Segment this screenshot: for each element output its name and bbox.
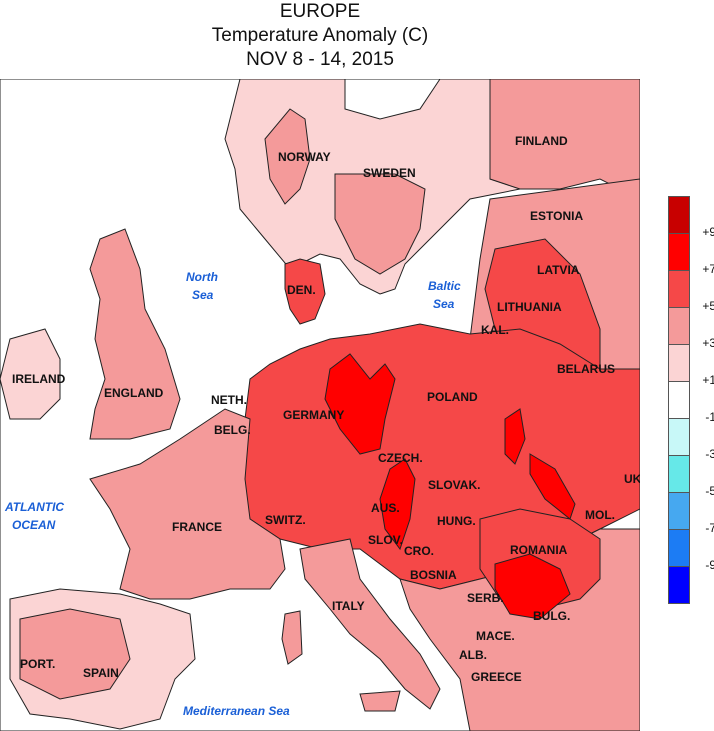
italy-landmass [299,538,441,710]
legend-tick-label: +1 [702,373,714,387]
label-england: ENGLAND [104,386,164,400]
sea-label-north-2: Sea [192,288,214,302]
legend-swatch [668,196,690,233]
legend-swatch [668,455,690,492]
label-czech: CZECH. [378,451,423,465]
legend-tick-label: -1 [705,410,714,424]
legend-swatch [668,492,690,529]
norway-anomaly-region [264,108,311,205]
legend-tick-label: +5 [702,299,714,313]
label-bosnia: BOSNIA [410,568,457,582]
label-france: FRANCE [172,520,222,534]
legend-swatch [668,381,690,418]
austria-hot-region [379,458,416,551]
map-date-range: NOV 8 - 14, 2015 [246,49,394,70]
legend-color-bar [668,196,690,604]
finland-landmass [489,79,640,200]
legend-tick-label: -5 [705,484,714,498]
label-romania: ROMANIA [510,543,568,557]
label-neth: NETH. [211,393,247,407]
label-switz: SWITZ. [265,513,306,527]
great-britain-landmass [89,228,181,440]
label-belg: BELG. [214,423,251,437]
label-cro: CRO. [404,544,434,558]
label-alb: ALB. [459,648,487,662]
sea-label-atlantic-2: OCEAN [12,518,56,532]
bulgaria-hot-region [494,553,571,620]
legend-swatch [668,270,690,307]
legend-tick-label: -3 [705,447,714,461]
denmark-landmass [284,258,326,325]
sea-label-atlantic-1: ATLANTIC [4,500,64,514]
label-greece: GREECE [471,670,522,684]
label-slovak: SLOVAK. [428,478,480,492]
label-mace: MACE. [476,629,515,643]
label-mol: MOL. [585,508,615,522]
label-serb: SERB. [467,591,504,605]
label-aus: AUS. [371,501,400,515]
legend-swatch [668,233,690,270]
legend-tick-label: +9 [702,225,714,239]
legend-tick-label: -9 [705,558,714,572]
label-germany: GERMANY [283,408,344,422]
map-variable-title: Temperature Anomaly (C) [211,25,429,46]
label-poland: POLAND [427,390,478,404]
label-lithuania: LITHUANIA [497,300,562,314]
label-kal: KAL. [481,323,509,337]
sardinia [281,610,303,665]
temperature-anomaly-map: FINLAND NORWAY SWEDEN ESTONIA LATVIA LIT… [0,79,640,731]
iberia-warm-region [19,608,131,700]
label-italy: ITALY [332,599,365,613]
sea-label-mediterranean: Mediterranean Sea [183,704,290,718]
label-ireland: IRELAND [12,372,66,386]
map-region-title: EUROPE [279,1,361,22]
legend-tick-label: +3 [702,336,714,350]
sea-label-baltic-1: Baltic [428,279,461,293]
label-hung: HUNG. [437,514,476,528]
germany-hot-core [324,353,396,455]
poland-hot-region [504,408,526,465]
label-sweden: SWEDEN [363,166,416,180]
legend-swatch [668,307,690,344]
label-belarus: BELARUS [557,362,615,376]
label-ukr: UK [624,472,640,486]
label-bulg: BULG. [533,609,570,623]
label-den: DEN. [287,283,316,297]
label-port: PORT. [20,657,55,671]
legend-swatch [668,418,690,455]
color-scale-legend: +9 +7 +5 +3 +1 -1 -3 -5 -7 -9 [668,196,714,604]
label-estonia: ESTONIA [530,209,583,223]
label-finland: FINLAND [515,134,568,148]
legend-swatch [668,344,690,381]
label-spain: SPAIN [83,666,119,680]
label-slov: SLOV. [368,533,403,547]
sea-label-north-1: North [186,270,218,284]
sea-label-baltic-2: Sea [433,297,455,311]
label-latvia: LATVIA [537,263,580,277]
sweden-anomaly-region [334,173,426,275]
legend-tick-label: +7 [702,262,714,276]
legend-tick-label: -7 [705,521,714,535]
ireland-landmass [0,328,61,420]
legend-swatch [668,566,690,604]
legend-swatch [668,529,690,566]
title-block: EUROPE Temperature Anomaly (C) NOV 8 - 1… [0,0,640,72]
france-landmass [89,408,286,600]
sicily [359,690,401,712]
label-norway: NORWAY [278,150,331,164]
